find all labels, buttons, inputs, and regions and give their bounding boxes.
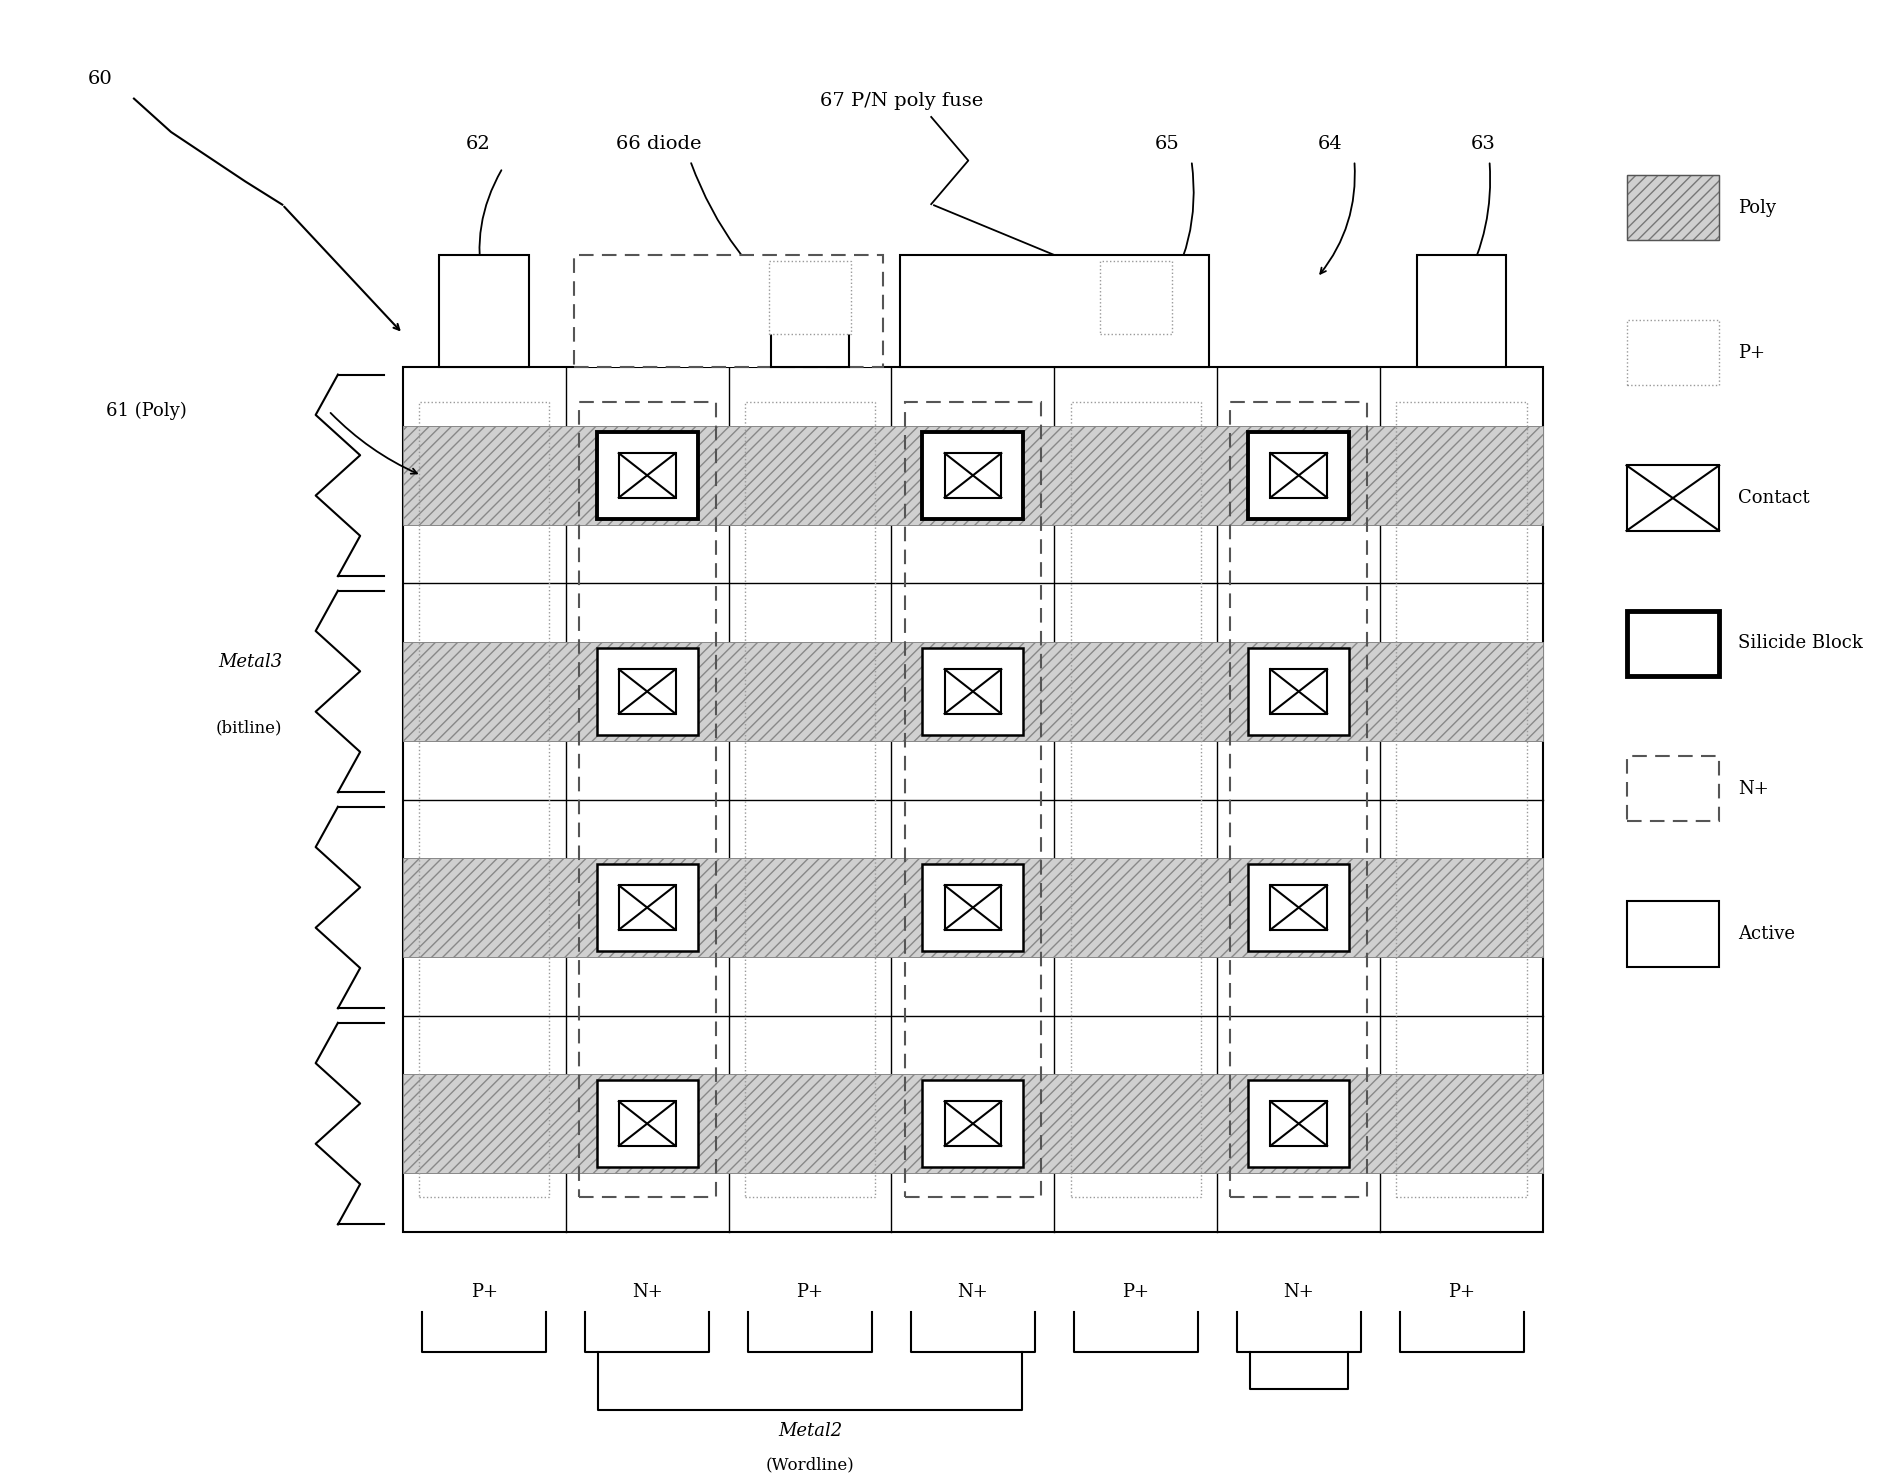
Bar (923, 1080, 1024, 1168)
Text: Metal3: Metal3 (218, 653, 282, 671)
Text: Poly: Poly (1737, 198, 1777, 217)
Bar (1270, 454, 1326, 498)
Bar (403, 641, 1544, 740)
Text: P+: P+ (797, 1283, 823, 1301)
Bar (619, 670, 675, 714)
Bar (1627, 466, 1720, 531)
Bar (1627, 902, 1720, 967)
Bar (923, 432, 1024, 519)
Text: P+: P+ (1122, 1283, 1148, 1301)
Bar (1249, 647, 1349, 735)
Bar (1230, 402, 1368, 1197)
Bar (1249, 432, 1349, 519)
Bar (1270, 885, 1326, 930)
Text: P+: P+ (1737, 344, 1765, 362)
Bar (1627, 174, 1720, 241)
Text: 63: 63 (1470, 136, 1497, 154)
Text: N+: N+ (1283, 1283, 1315, 1301)
Bar (1270, 670, 1326, 714)
Bar (619, 454, 675, 498)
Bar (619, 1101, 675, 1145)
Text: (bitline): (bitline) (216, 720, 282, 736)
Bar (1627, 321, 1720, 386)
Text: 66 diode: 66 diode (617, 136, 702, 154)
Bar (439, 256, 530, 368)
Text: Metal2: Metal2 (778, 1422, 842, 1440)
Bar (596, 1080, 698, 1168)
Text: 64: 64 (1317, 136, 1341, 154)
Bar (403, 426, 1544, 525)
Text: 65: 65 (1154, 136, 1179, 154)
Bar (944, 454, 1001, 498)
Text: 67 P/N poly fuse: 67 P/N poly fuse (819, 92, 984, 109)
Bar (403, 857, 1544, 958)
Text: N+: N+ (957, 1283, 988, 1301)
Bar (403, 1075, 1544, 1174)
Bar (1627, 610, 1720, 675)
Bar (1396, 402, 1527, 1197)
Bar (619, 885, 675, 930)
Bar (1249, 1080, 1349, 1168)
Bar (573, 256, 884, 368)
Bar (899, 256, 1209, 368)
Bar (579, 402, 715, 1197)
Bar (904, 402, 1041, 1197)
Text: 61 (Poly): 61 (Poly) (106, 402, 187, 420)
Bar (944, 1101, 1001, 1145)
Text: 60: 60 (87, 69, 112, 87)
Text: P+: P+ (471, 1283, 498, 1301)
Bar (420, 402, 549, 1197)
Text: (Wordline): (Wordline) (766, 1457, 855, 1474)
Text: Silicide Block: Silicide Block (1737, 634, 1862, 652)
Bar (745, 402, 876, 1197)
Bar (1627, 174, 1720, 241)
Bar (1249, 863, 1349, 952)
Text: N+: N+ (1737, 779, 1769, 798)
Bar (1071, 402, 1201, 1197)
Bar (596, 863, 698, 952)
Bar (1417, 256, 1506, 368)
Bar (923, 863, 1024, 952)
Bar (944, 885, 1001, 930)
Bar (596, 647, 698, 735)
Bar (403, 368, 1544, 1231)
Text: Contact: Contact (1737, 489, 1809, 507)
Bar (944, 670, 1001, 714)
Bar (1627, 755, 1720, 822)
Text: P+: P+ (1447, 1283, 1476, 1301)
Bar (1099, 260, 1171, 334)
Bar (770, 284, 850, 368)
Text: 62: 62 (465, 136, 490, 154)
Text: N+: N+ (632, 1283, 662, 1301)
Bar (923, 647, 1024, 735)
Bar (596, 432, 698, 519)
Text: Active: Active (1737, 925, 1796, 943)
Bar (770, 260, 851, 334)
Bar (1270, 1101, 1326, 1145)
